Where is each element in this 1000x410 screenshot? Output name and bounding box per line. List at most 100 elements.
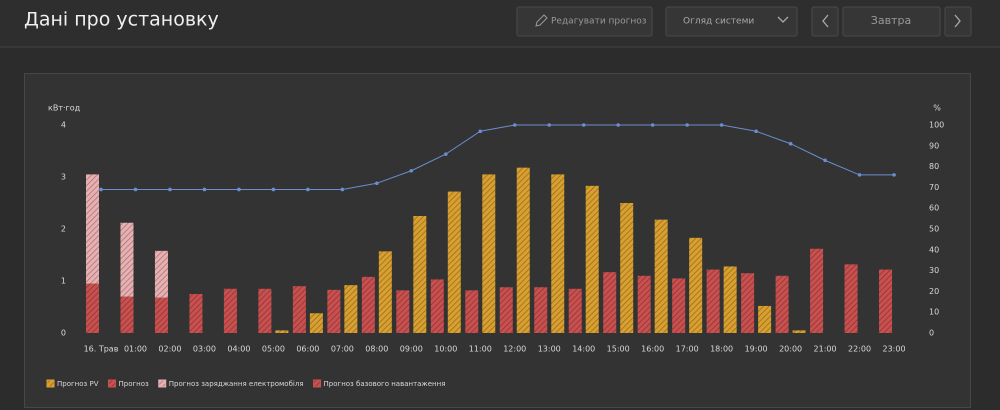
y-tick-label: 0: [61, 329, 66, 338]
percent-point: [719, 123, 724, 127]
percent-point: [892, 173, 896, 177]
legend-swatch: [46, 379, 55, 388]
bar: [292, 286, 306, 333]
y2-tick-label: 90: [929, 141, 939, 150]
bar: [551, 174, 565, 333]
x-tick-label: 18:00: [710, 345, 733, 354]
next-button[interactable]: [944, 6, 972, 37]
percent-point: [478, 129, 483, 134]
y2-tick-label: 30: [929, 266, 939, 275]
bar: [620, 203, 634, 333]
chevron-down: [777, 16, 789, 23]
percent-point: [685, 123, 689, 127]
legend-label: Прогноз заряджання електромобіля: [169, 380, 304, 388]
percent-point: [650, 123, 655, 127]
x-tick-label: 09:00: [400, 345, 423, 354]
x-tick-label: 02:00: [158, 345, 181, 354]
percent-point: [788, 141, 793, 146]
x-tick-label: 08:00: [365, 345, 388, 354]
y-tick-label: 4: [61, 121, 66, 130]
legend-label: Прогноз базового навантаження: [324, 380, 446, 388]
y2-axis-label: %: [933, 104, 941, 113]
edit-button-bg: [516, 6, 653, 37]
percent-point: [168, 187, 172, 192]
percent-point: [375, 181, 379, 186]
bar: [396, 290, 410, 333]
percent-point: [823, 158, 827, 163]
bar: [275, 330, 289, 333]
percent-point: [512, 123, 517, 127]
bar: [810, 248, 824, 333]
x-tick-label: 10:00: [434, 345, 457, 354]
x-tick-label: 15:00: [607, 345, 630, 354]
bar: [189, 294, 203, 333]
x-tick-label: 13:00: [538, 345, 561, 354]
percent-point: [133, 187, 138, 192]
y2-tick-label: 70: [929, 183, 939, 192]
edit-button[interactable]: Редагувати прогноз: [516, 6, 653, 37]
y-tick-label: 2: [61, 225, 66, 234]
view-select[interactable]: Огляд системи: [665, 6, 798, 37]
bar: [86, 174, 99, 284]
legend-swatch: [107, 379, 116, 388]
y-axis-label: кВт·год: [48, 104, 81, 113]
bar: [344, 285, 358, 333]
x-tick-label: 16. Трав: [84, 345, 119, 354]
bar: [879, 269, 893, 333]
bar: [706, 269, 720, 333]
bar: [775, 275, 789, 333]
x-tick-label: 07:00: [331, 345, 354, 354]
x-tick-label: 04:00: [227, 345, 250, 354]
prev-button[interactable]: [811, 6, 839, 37]
bar: [792, 330, 806, 333]
percent-point: [237, 187, 241, 192]
view-select-label: Огляд системи: [683, 17, 754, 27]
x-tick-label: 05:00: [262, 345, 285, 354]
legend-label: Прогноз PV: [57, 380, 99, 388]
bar: [741, 273, 755, 333]
view-select-bg: [665, 6, 798, 37]
bar: [465, 290, 479, 333]
y-tick-label: 1: [61, 277, 66, 286]
x-tick-label: 14:00: [572, 345, 595, 354]
percent-point: [754, 129, 758, 134]
x-tick-label: 23:00: [883, 345, 906, 354]
percent-point: [444, 152, 448, 156]
day-button-label: Завтра: [871, 14, 911, 27]
bar: [758, 305, 772, 333]
next-button-bg: [944, 6, 972, 37]
percent-point: [409, 168, 414, 173]
y2-tick-label: 10: [929, 308, 939, 317]
chart-panel: [24, 73, 971, 408]
bar: [86, 283, 99, 333]
percent-point: [202, 187, 207, 192]
x-tick-label: 16:00: [641, 345, 664, 354]
bar: [258, 288, 272, 333]
prev-button-bg: [811, 6, 839, 37]
bar: [327, 289, 341, 333]
percent-point: [271, 187, 276, 192]
x-tick-label: 19:00: [745, 345, 768, 354]
day-button-bg: [842, 6, 941, 37]
y2-tick-label: 20: [929, 287, 939, 296]
y2-tick-label: 60: [929, 204, 939, 213]
day-button[interactable]: Завтра: [842, 6, 941, 37]
bar: [482, 174, 496, 333]
x-tick-label: 21:00: [814, 345, 837, 354]
chevron-right: [954, 14, 961, 28]
legend-label: Прогноз: [118, 380, 149, 388]
bar: [654, 219, 668, 333]
x-tick-label: 17:00: [676, 345, 699, 354]
y2-tick-label: 100: [929, 121, 944, 130]
percent-line: [101, 124, 895, 190]
bar: [637, 275, 651, 333]
y2-tick-label: 80: [929, 162, 939, 171]
y-tick-label: 3: [61, 173, 66, 182]
x-tick-label: 20:00: [779, 345, 802, 354]
percent-point: [616, 123, 620, 127]
chevron-left: [822, 14, 829, 28]
percent-point: [340, 187, 345, 192]
bar: [585, 185, 599, 333]
bar: [361, 276, 375, 333]
legend-swatch: [313, 379, 322, 388]
